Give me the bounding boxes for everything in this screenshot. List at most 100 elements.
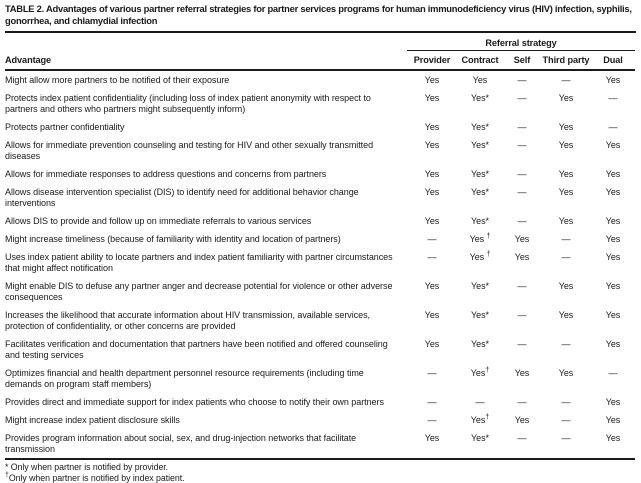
strategy-value-cell: Yes — [503, 248, 541, 277]
column-header-dual: Dual — [591, 51, 635, 71]
strategy-value-cell: Yes — [407, 118, 457, 136]
table-body: Might allow more partners to be notified… — [5, 70, 635, 459]
strategy-value-cell: Yes* — [457, 306, 503, 335]
strategy-value-cell: — — [503, 277, 541, 306]
strategy-value-cell: — — [503, 136, 541, 165]
advantage-cell: Allows disease intervention specialist (… — [5, 183, 407, 212]
strategy-value-cell: Yes — [541, 306, 591, 335]
strategy-value-cell: — — [591, 118, 635, 136]
table-row: Protects index patient confidentiality (… — [5, 89, 635, 118]
strategy-value-cell: Yes — [541, 183, 591, 212]
strategy-value-cell: Yes — [591, 429, 635, 459]
strategy-value-cell: Yes — [591, 393, 635, 411]
advantage-cell: Might increase index patient disclosure … — [5, 411, 407, 429]
table-row: Allows DIS to provide and follow up on i… — [5, 212, 635, 230]
table-row: Allows disease intervention specialist (… — [5, 183, 635, 212]
strategy-value-cell: Yes † — [457, 230, 503, 248]
strategy-value-cell: — — [541, 411, 591, 429]
column-header-contract: Contract — [457, 51, 503, 71]
strategy-value-cell: Yes — [503, 230, 541, 248]
strategy-value-cell: Yes — [541, 212, 591, 230]
advantage-cell: Provides direct and immediate support fo… — [5, 393, 407, 411]
dagger-footnote-marker: † — [487, 251, 491, 258]
strategy-value-cell: — — [407, 364, 457, 393]
strategy-value-cell: Yes — [457, 70, 503, 89]
strategy-value-cell: — — [457, 393, 503, 411]
advantage-cell: Allows DIS to provide and follow up on i… — [5, 212, 407, 230]
strategy-value-cell: Yes* — [457, 183, 503, 212]
strategy-value-cell: — — [591, 89, 635, 118]
advantage-cell: Provides program information about socia… — [5, 429, 407, 459]
strategy-value-cell: Yes* — [457, 429, 503, 459]
advantage-cell: Protects index patient confidentiality (… — [5, 89, 407, 118]
table-row: Might allow more partners to be notified… — [5, 70, 635, 89]
strategy-value-cell: — — [503, 183, 541, 212]
strategy-value-cell: Yes — [591, 248, 635, 277]
strategy-value-cell: — — [591, 364, 635, 393]
strategy-value-cell: Yes — [541, 118, 591, 136]
strategy-value-cell: Yes — [407, 165, 457, 183]
table-row: Provides program information about socia… — [5, 429, 635, 459]
advantage-cell: Increases the likelihood that accurate i… — [5, 306, 407, 335]
table-row: Provides direct and immediate support fo… — [5, 393, 635, 411]
strategy-value-cell: Yes — [407, 429, 457, 459]
strategy-value-cell: — — [541, 429, 591, 459]
table-row: Might increase index patient disclosure … — [5, 411, 635, 429]
strategy-value-cell: Yes* — [457, 136, 503, 165]
column-header-advantage: Advantage — [5, 51, 407, 71]
strategy-value-cell: Yes* — [457, 89, 503, 118]
strategy-value-cell: Yes — [407, 212, 457, 230]
strategy-value-cell: Yes* — [457, 335, 503, 364]
strategy-value-cell: Yes* — [457, 165, 503, 183]
strategy-value-cell: Yes — [591, 136, 635, 165]
table-row: Uses index patient ability to locate par… — [5, 248, 635, 277]
group-header-spacer — [5, 33, 407, 51]
strategy-value-cell: Yes — [407, 277, 457, 306]
advantage-cell: Protects partner confidentiality — [5, 118, 407, 136]
strategy-value-cell: — — [503, 335, 541, 364]
strategy-value-cell: — — [503, 118, 541, 136]
strategy-value-cell: — — [407, 248, 457, 277]
advantage-cell: Allows for immediate responses to addres… — [5, 165, 407, 183]
footnote: * Only when partner is notified by provi… — [5, 462, 636, 473]
strategy-value-cell: — — [407, 393, 457, 411]
strategy-value-cell: Yes — [407, 306, 457, 335]
column-header-provider: Provider — [407, 51, 457, 71]
strategy-value-cell: Yes — [541, 165, 591, 183]
strategy-value-cell: Yes — [407, 183, 457, 212]
strategy-value-cell: Yes* — [457, 212, 503, 230]
strategy-value-cell: — — [503, 89, 541, 118]
advantage-cell: Optimizes financial and health departmen… — [5, 364, 407, 393]
strategy-value-cell: Yes — [541, 364, 591, 393]
strategy-value-cell: Yes — [407, 136, 457, 165]
strategy-value-cell: Yes — [591, 411, 635, 429]
table-row: Allows for immediate responses to addres… — [5, 165, 635, 183]
strategy-value-cell: Yes — [591, 230, 635, 248]
strategy-value-cell: — — [407, 230, 457, 248]
strategy-value-cell: — — [503, 306, 541, 335]
footnote-text: Only when partner is notified by provide… — [8, 462, 168, 472]
strategy-value-cell: Yes* — [457, 277, 503, 306]
table-row: Might enable DIS to defuse any partner a… — [5, 277, 635, 306]
strategy-value-cell: Yes — [407, 70, 457, 89]
strategy-value-cell: — — [407, 411, 457, 429]
strategy-value-cell: — — [503, 165, 541, 183]
strategy-value-cell: Yes — [541, 277, 591, 306]
advantage-cell: Might enable DIS to defuse any partner a… — [5, 277, 407, 306]
table-title: TABLE 2. Advantages of various partner r… — [5, 3, 636, 33]
table-header: Referral strategy Advantage Provider Con… — [5, 33, 635, 70]
group-header-row: Referral strategy — [5, 33, 635, 51]
referral-strategy-group-header: Referral strategy — [407, 33, 635, 51]
table-row: Optimizes financial and health departmen… — [5, 364, 635, 393]
footnote: †Only when partner is notified by index … — [5, 473, 636, 483]
column-header-self: Self — [503, 51, 541, 71]
strategy-value-cell: — — [541, 248, 591, 277]
strategy-value-cell: — — [503, 212, 541, 230]
strategy-value-cell: — — [503, 429, 541, 459]
strategy-value-cell: Yes — [591, 70, 635, 89]
strategy-value-cell: — — [503, 393, 541, 411]
dagger-footnote-marker: † — [487, 233, 491, 240]
strategy-value-cell: Yes — [503, 411, 541, 429]
